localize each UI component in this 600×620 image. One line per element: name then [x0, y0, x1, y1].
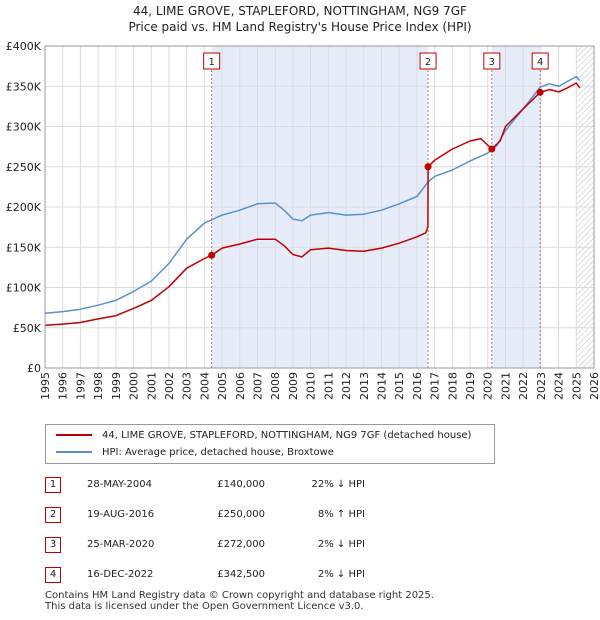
- x-tick-label: 2010: [305, 372, 318, 400]
- sale-date: 19-AUG-2016: [87, 509, 155, 520]
- x-tick-label: 1999: [110, 372, 123, 400]
- x-tick-label: 2026: [588, 372, 600, 400]
- legend-item-hpi: HPI: Average price, detached house, Brox…: [56, 445, 334, 461]
- legend-swatch-hpi: [56, 451, 92, 453]
- y-tick-label: £50K: [13, 322, 42, 335]
- table-row: 4 16-DEC-2022 £342,500 2% ↓ HPI: [45, 564, 465, 586]
- sale-date: 16-DEC-2022: [87, 569, 154, 580]
- footer: Contains HM Land Registry data © Crown c…: [45, 590, 434, 612]
- table-row: 2 19-AUG-2016 £250,000 8% ↑ HPI: [45, 504, 465, 526]
- x-tick-label: 2023: [535, 372, 548, 400]
- sale-number-box: [419, 52, 437, 70]
- legend: 44, LIME GROVE, STAPLEFORD, NOTTINGHAM, …: [45, 424, 495, 464]
- footer-line-1: Contains HM Land Registry data © Crown c…: [45, 590, 434, 601]
- y-tick-label: £250K: [6, 161, 42, 174]
- legend-swatch-property: [56, 434, 92, 436]
- x-tick-label: 2001: [145, 372, 158, 400]
- sale-price: £140,000: [217, 479, 265, 490]
- x-tick-label: 2008: [269, 372, 282, 400]
- plot-frame: [44, 45, 595, 369]
- sale-number-label: 3: [489, 57, 495, 68]
- sale-number-badge: 4: [45, 567, 61, 583]
- sale-point: [424, 163, 432, 171]
- sale-number-badge: 3: [45, 537, 61, 553]
- sale-point: [536, 88, 544, 96]
- x-tick-label: 2015: [393, 372, 406, 400]
- y-tick-label: £100K: [6, 282, 42, 295]
- x-tick-label: 2016: [411, 372, 424, 400]
- x-tick-label: 2014: [375, 372, 388, 400]
- x-tick-label: 1996: [57, 372, 70, 400]
- sale-hpi-diff: 8% ↑ HPI: [317, 509, 365, 520]
- sale-number-box: [531, 52, 549, 70]
- sale-point: [208, 251, 216, 259]
- sale-price: £272,000: [217, 539, 265, 550]
- x-tick-label: 2013: [358, 372, 371, 400]
- x-tick-label: 2004: [198, 372, 211, 400]
- x-tick-label: 2024: [553, 372, 566, 400]
- y-tick-label: £0: [27, 362, 41, 375]
- x-tick-label: 2012: [340, 372, 353, 400]
- price-chart: £0 £50K £100K £150K £200K £250K £300K £350K £400…: [6, 40, 600, 400]
- sale-price: £342,500: [217, 569, 265, 580]
- x-tick-label: 1995: [39, 372, 52, 400]
- sale-hpi-diff: 22% ↓ HPI: [311, 479, 365, 490]
- sale-number-label: 1: [208, 57, 214, 68]
- x-tick-label: 2021: [499, 372, 512, 400]
- axes: £0 £50K £100K £150K £200K £250K £300K £350K £400…: [6, 40, 600, 400]
- x-tick-label: 2006: [234, 372, 247, 400]
- legend-label-property: 44, LIME GROVE, STAPLEFORD, NOTTINGHAM, …: [102, 430, 472, 441]
- chart-title: 44, LIME GROVE, STAPLEFORD, NOTTINGHAM, …: [0, 3, 600, 35]
- sale-point: [488, 145, 496, 153]
- x-tick-label: 1998: [92, 372, 105, 400]
- sale-markers: 1 2 3 4: [203, 52, 549, 259]
- y-tick-label: £150K: [6, 241, 42, 254]
- x-tick-label: 2025: [570, 372, 583, 400]
- x-tick-label: 2005: [216, 372, 229, 400]
- sale-price: £250,000: [217, 509, 265, 520]
- sale-number-badge: 1: [45, 477, 61, 493]
- x-tick-label: 2017: [429, 372, 442, 400]
- sale-date: 25-MAR-2020: [87, 539, 155, 550]
- footer-line-2: This data is licensed under the Open Gov…: [45, 601, 364, 612]
- table-row: 1 28-MAY-2004 £140,000 22% ↓ HPI: [45, 474, 465, 496]
- x-tick-label: 2019: [464, 372, 477, 400]
- x-tick-label: 2011: [322, 372, 335, 400]
- title-line-1: 44, LIME GROVE, STAPLEFORD, NOTTINGHAM, …: [133, 4, 467, 18]
- sale-number-box: [203, 52, 221, 70]
- x-tick-label: 2002: [163, 372, 176, 400]
- x-tick-label: 2000: [128, 372, 141, 400]
- y-tick-label: £200K: [6, 201, 42, 214]
- property-series-line: [45, 82, 581, 327]
- x-tick-label: 2009: [287, 372, 300, 400]
- x-tick-label: 1997: [74, 372, 87, 400]
- x-tick-label: 2022: [517, 372, 530, 400]
- x-tick-label: 2020: [482, 372, 495, 400]
- table-row: 3 25-MAR-2020 £272,000 2% ↓ HPI: [45, 534, 465, 556]
- sale-number-label: 4: [537, 57, 543, 68]
- x-tick-label: 2007: [252, 372, 265, 400]
- sale-hpi-diff: 2% ↓ HPI: [317, 539, 365, 550]
- y-tick-label: £400K: [6, 40, 42, 53]
- x-tick-label: 2018: [446, 372, 459, 400]
- x-tick-label: 2003: [181, 372, 194, 400]
- legend-label-hpi: HPI: Average price, detached house, Brox…: [102, 447, 334, 458]
- sale-number-box: [483, 52, 501, 70]
- legend-item-property: 44, LIME GROVE, STAPLEFORD, NOTTINGHAM, …: [56, 428, 471, 444]
- y-tick-label: £350K: [6, 80, 42, 93]
- y-tick-label: £300K: [6, 121, 42, 134]
- sale-date: 28-MAY-2004: [87, 479, 153, 490]
- sale-number-label: 2: [425, 57, 431, 68]
- title-line-2: Price paid vs. HM Land Registry's House …: [128, 20, 472, 34]
- sale-number-badge: 2: [45, 507, 61, 523]
- series-lines: [45, 75, 581, 327]
- sale-hpi-diff: 2% ↓ HPI: [317, 569, 365, 580]
